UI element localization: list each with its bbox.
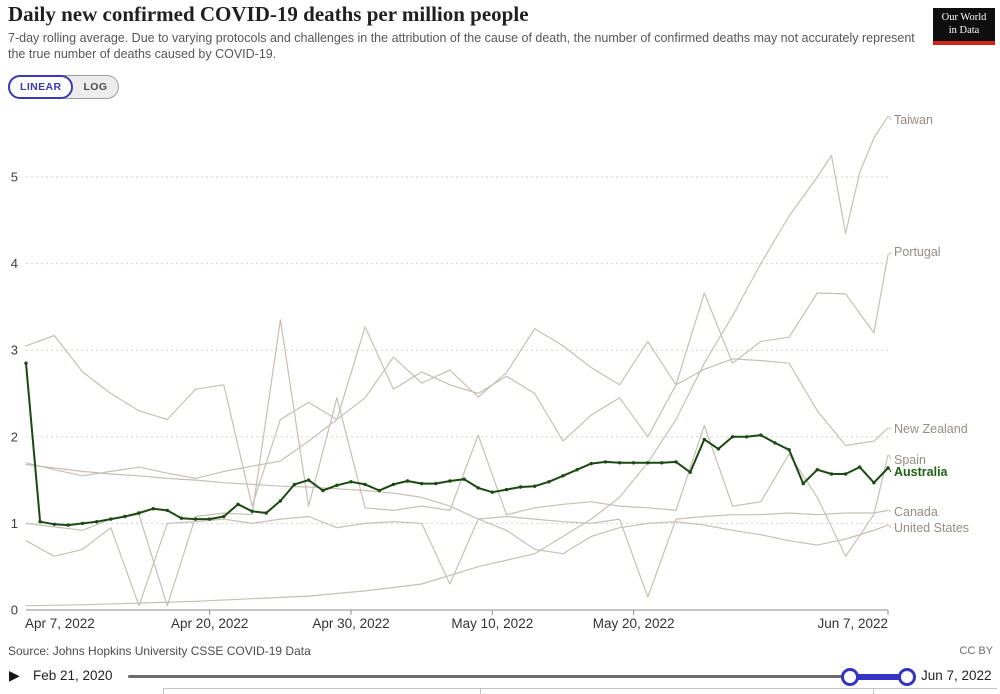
svg-text:3: 3 xyxy=(11,343,18,358)
svg-text:May 10, 2022: May 10, 2022 xyxy=(451,616,533,631)
timeline-slider: ▶ Feb 21, 2020 Jun 7, 2022 xyxy=(0,666,1000,688)
owid-logo[interactable]: Our World in Data xyxy=(933,8,995,45)
svg-text:Jun 7, 2022: Jun 7, 2022 xyxy=(817,616,888,631)
timeline-active-range[interactable] xyxy=(849,673,906,680)
source-note: Source: Johns Hopkins University CSSE CO… xyxy=(8,644,311,658)
svg-text:Spain: Spain xyxy=(894,453,926,467)
chart-subtitle: 7-day rolling average. Due to varying pr… xyxy=(8,31,915,61)
page-title: Daily new confirmed COVID-19 deaths per … xyxy=(8,2,529,26)
play-button[interactable]: ▶ xyxy=(9,667,20,683)
license-badge[interactable]: CC BY xyxy=(959,645,993,657)
svg-text:4: 4 xyxy=(11,256,18,271)
timeline-handle-start[interactable] xyxy=(841,668,859,686)
svg-text:Apr 30, 2022: Apr 30, 2022 xyxy=(312,616,389,631)
timeline-handle-end[interactable] xyxy=(898,668,916,686)
log-scale-button[interactable]: LOG xyxy=(83,81,108,93)
svg-text:New Zealand: New Zealand xyxy=(894,422,968,436)
timeline-end-date: Jun 7, 2022 xyxy=(921,668,992,683)
svg-text:1: 1 xyxy=(11,516,18,531)
timeline-track[interactable] xyxy=(128,675,849,678)
scale-toggle: LINEAR LOG xyxy=(8,75,120,99)
entity-table-top-edge xyxy=(163,688,997,694)
linear-scale-button[interactable]: LINEAR xyxy=(8,75,74,99)
svg-text:Apr 7, 2022: Apr 7, 2022 xyxy=(25,616,95,631)
svg-text:Apr 20, 2022: Apr 20, 2022 xyxy=(171,616,248,631)
svg-text:May 20, 2022: May 20, 2022 xyxy=(593,616,675,631)
svg-text:5: 5 xyxy=(11,170,18,185)
svg-text:Australia: Australia xyxy=(894,465,949,479)
owid-logo-line2: in Data xyxy=(948,25,980,37)
timeline-start-date: Feb 21, 2020 xyxy=(33,668,113,683)
svg-text:Portugal: Portugal xyxy=(894,245,941,259)
svg-text:2: 2 xyxy=(11,429,18,444)
table-column-divider xyxy=(873,688,874,694)
svg-text:0: 0 xyxy=(11,603,18,618)
svg-text:Taiwan: Taiwan xyxy=(894,113,933,127)
line-chart-plot-area[interactable]: 0 1 2 3 4 5 Apr 7, 2022 Apr 20, 2022 Apr 30, 202… xyxy=(0,100,1000,640)
table-column-divider xyxy=(480,688,481,694)
table-column-divider xyxy=(163,688,164,694)
svg-text:United States: United States xyxy=(894,521,969,535)
owid-logo-line1: Our World xyxy=(941,12,987,23)
svg-text:Canada: Canada xyxy=(894,505,938,519)
